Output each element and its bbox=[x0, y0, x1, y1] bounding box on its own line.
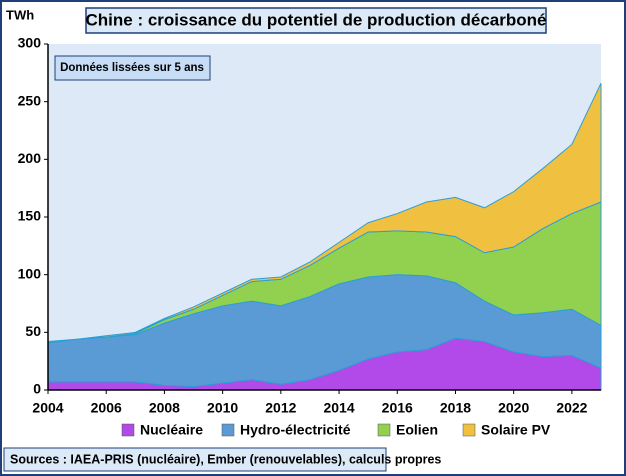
legend-swatch bbox=[462, 423, 476, 437]
y-tick-label: 250 bbox=[18, 92, 42, 108]
legend-swatch bbox=[221, 423, 235, 437]
y-axis-label: TWh bbox=[6, 7, 34, 22]
x-tick-label: 2012 bbox=[265, 400, 296, 416]
y-tick-label: 0 bbox=[33, 381, 41, 397]
y-tick-label: 300 bbox=[18, 35, 42, 51]
x-tick-label: 2020 bbox=[498, 400, 529, 416]
x-tick-label: 2018 bbox=[440, 400, 471, 416]
y-tick-label: 150 bbox=[18, 208, 42, 224]
legend-label: Eolien bbox=[396, 422, 438, 438]
x-tick-label: 2008 bbox=[149, 400, 180, 416]
title-box bbox=[85, 7, 547, 34]
y-tick-label: 50 bbox=[25, 323, 41, 339]
x-tick-label: 2022 bbox=[556, 400, 587, 416]
chart-title: Chine : croissance du potentiel de produ… bbox=[86, 10, 547, 29]
x-tick-label: 2004 bbox=[32, 400, 63, 416]
legend-label: Solaire PV bbox=[481, 422, 551, 438]
x-tick-label: 2006 bbox=[91, 400, 122, 416]
legend-label: Nucléaire bbox=[140, 422, 203, 438]
annotation-box bbox=[54, 55, 211, 81]
source: Sources : IAEA-PRIS (nucléaire), Ember (… bbox=[10, 452, 441, 466]
y-tick-label: 200 bbox=[18, 150, 42, 166]
y-tick-label: 100 bbox=[18, 265, 42, 281]
source-box bbox=[3, 447, 387, 472]
area bbox=[47, 82, 602, 344]
legend-swatch bbox=[377, 423, 391, 437]
legend-label: Hydro-électricité bbox=[240, 422, 351, 438]
x-tick-label: 2014 bbox=[323, 400, 354, 416]
x-tick-label: 2010 bbox=[207, 400, 238, 416]
annotation: Données lissées sur 5 ans bbox=[60, 62, 204, 74]
x-tick-label: 2016 bbox=[382, 400, 413, 416]
legend-swatch bbox=[121, 423, 135, 437]
